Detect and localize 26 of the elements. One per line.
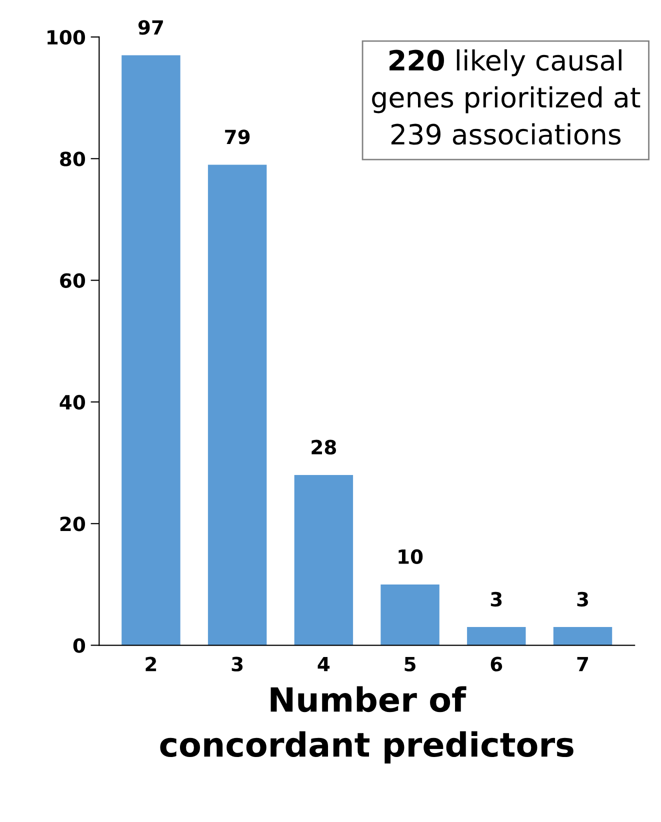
data-label: 28 xyxy=(312,440,336,455)
data-label: 97 xyxy=(138,20,163,35)
x-tick-label: 2 xyxy=(146,656,156,672)
x-tick-label: 6 xyxy=(490,656,502,672)
data-label: 3 xyxy=(490,592,502,607)
y-tick-label: 40 xyxy=(60,394,86,410)
annotation: 220 likely causal genes prioritized at 239 associations xyxy=(372,49,640,145)
y-tick-label: 0 xyxy=(73,638,86,653)
y-tick-label: 60 xyxy=(60,273,86,288)
y-tick-label: 100 xyxy=(48,30,86,45)
y-tick-label: 20 xyxy=(60,516,86,532)
x-tick-label: 3 xyxy=(232,656,243,672)
y-tick-label: 80 xyxy=(60,152,86,166)
bar xyxy=(122,55,180,646)
bar xyxy=(380,584,440,646)
bar xyxy=(294,474,354,646)
x-axis-title: Number of concordant predictors xyxy=(160,686,574,764)
data-label: 79 xyxy=(225,130,250,144)
data-label: 10 xyxy=(398,549,423,564)
bar xyxy=(467,627,526,646)
bar xyxy=(553,627,612,646)
x-tick-label: 4 xyxy=(318,656,330,672)
data-label: 3 xyxy=(577,592,588,607)
bar xyxy=(208,164,267,646)
x-tick-label: 5 xyxy=(404,656,416,672)
x-tick-label: 7 xyxy=(577,656,588,672)
